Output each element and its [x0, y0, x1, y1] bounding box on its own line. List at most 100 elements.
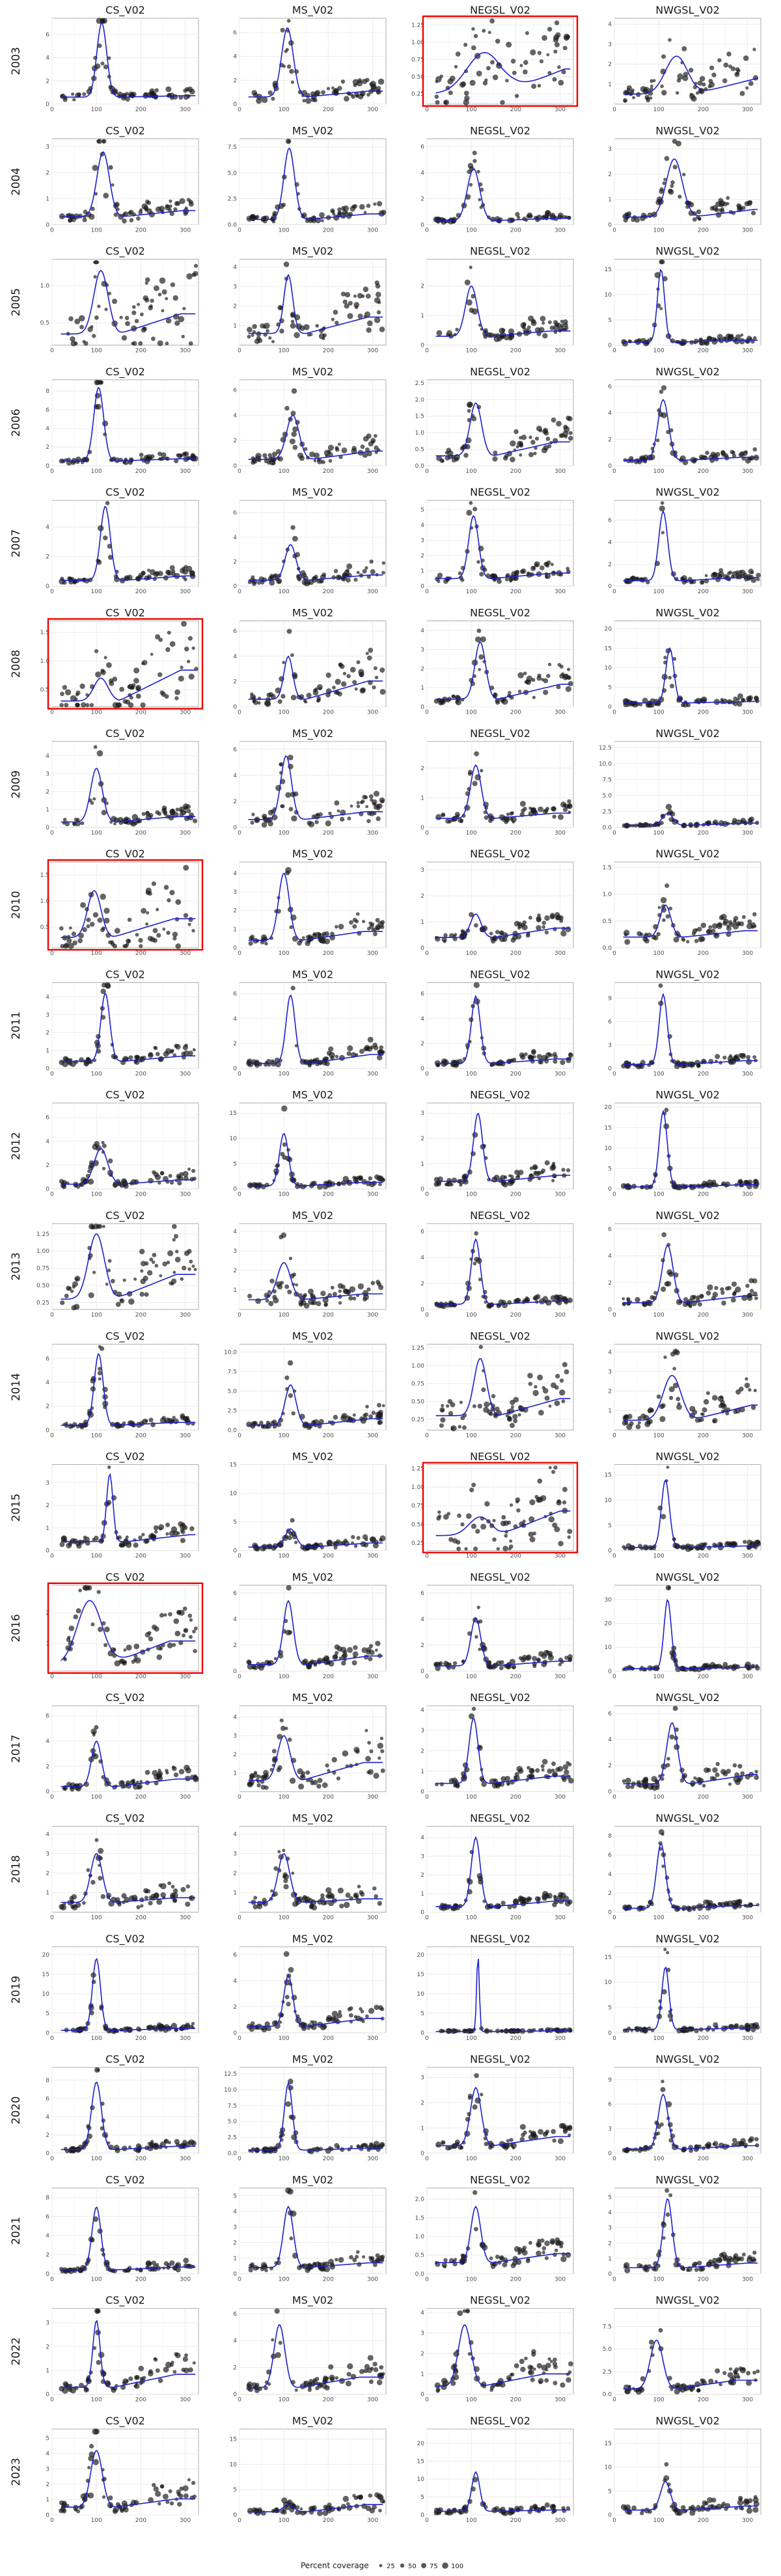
- data-point: [114, 928, 120, 934]
- data-point: [692, 217, 697, 222]
- data-point: [484, 78, 488, 82]
- x-tick-label: 0: [612, 227, 616, 234]
- data-point: [458, 571, 462, 576]
- y-tick-label: 15: [605, 1472, 612, 1479]
- panel-background: [51, 1343, 199, 1430]
- x-tick-label: 200: [323, 710, 334, 716]
- data-point: [665, 883, 670, 888]
- y-tick-label: 15: [605, 1125, 612, 1131]
- data-point: [68, 316, 74, 321]
- y-tick-label: 2.5: [228, 1408, 237, 1414]
- data-point: [98, 1377, 102, 1381]
- panel-title: MS_V02: [292, 727, 333, 740]
- data-point: [528, 315, 534, 322]
- data-point: [726, 202, 730, 206]
- data-point: [661, 54, 666, 59]
- data-point: [307, 581, 311, 585]
- data-point: [509, 1058, 514, 1062]
- data-point: [726, 196, 730, 200]
- y-tick-label: 0.75: [411, 1381, 424, 1388]
- data-point: [180, 1538, 185, 1544]
- data-point: [665, 1281, 672, 1287]
- data-point: [310, 91, 316, 97]
- data-point: [565, 926, 571, 933]
- y-tick-label: 6: [46, 407, 49, 414]
- panel-background: [239, 741, 387, 828]
- data-point: [362, 452, 368, 458]
- data-point: [741, 915, 746, 919]
- data-point: [335, 925, 338, 929]
- x-tick-label: 100: [466, 830, 477, 837]
- x-tick-label: 300: [555, 1192, 566, 1198]
- data-point: [370, 81, 376, 87]
- data-point: [742, 450, 748, 457]
- panel-title: CS_V02: [105, 1330, 145, 1343]
- y-tick-label: 1: [608, 81, 612, 88]
- y-tick-label: 2: [233, 799, 237, 805]
- data-point: [183, 211, 188, 216]
- data-point: [474, 636, 482, 643]
- y-tick-label: 6: [608, 518, 612, 524]
- x-tick-label: 100: [653, 1192, 665, 1198]
- data-point: [107, 1465, 111, 1469]
- x-tick-label: 200: [698, 468, 709, 475]
- data-point: [499, 936, 505, 943]
- data-point: [640, 86, 647, 92]
- x-tick-label: 0: [238, 1071, 241, 1077]
- y-tick-label: 2: [420, 553, 424, 559]
- y-tick-label: 6: [608, 384, 612, 390]
- data-point: [268, 336, 272, 340]
- x-tick-label: 200: [323, 1432, 334, 1439]
- data-point: [174, 1234, 178, 1239]
- x-tick-label: 100: [279, 348, 290, 355]
- data-point: [191, 929, 195, 933]
- data-point: [528, 806, 532, 810]
- y-tick-label: 2: [46, 444, 49, 451]
- x-tick-label: 200: [510, 710, 521, 716]
- data-point: [318, 687, 322, 691]
- y-tick-label: 2: [46, 1030, 49, 1036]
- panel-title: NEGSL_V02: [470, 1330, 530, 1343]
- data-point: [165, 342, 169, 345]
- data-point: [670, 684, 674, 689]
- data-point: [745, 457, 751, 464]
- data-point: [524, 218, 528, 222]
- data-point: [295, 1283, 298, 1287]
- data-point: [528, 451, 534, 457]
- data-point: [689, 68, 694, 73]
- y-tick-label: 5: [420, 507, 424, 513]
- data-point: [708, 79, 713, 84]
- data-point: [169, 1180, 174, 1185]
- data-point: [334, 800, 340, 806]
- x-tick-label: 0: [238, 950, 241, 957]
- panel-title: CS_V02: [105, 1571, 145, 1584]
- data-point: [656, 932, 661, 937]
- data-point: [82, 340, 86, 343]
- data-point: [371, 1410, 376, 1415]
- data-point: [650, 1295, 655, 1300]
- data-point: [359, 1049, 364, 1054]
- data-point: [711, 1182, 717, 1188]
- y-tick-label: 5.0: [228, 170, 238, 177]
- data-point: [623, 1414, 629, 1421]
- data-point: [172, 936, 177, 941]
- x-tick-label: 300: [180, 1192, 191, 1198]
- y-tick-label: 2: [420, 196, 424, 202]
- data-point: [272, 211, 278, 216]
- data-point: [730, 66, 736, 72]
- data-point: [362, 1290, 369, 1296]
- data-point: [74, 342, 78, 345]
- panel-title: NWGSL_V02: [655, 366, 720, 379]
- y-tick-label: 0.0: [603, 945, 612, 952]
- data-point: [361, 687, 366, 693]
- data-point: [356, 912, 360, 916]
- data-point: [750, 577, 757, 584]
- data-point: [474, 751, 479, 757]
- data-point: [169, 1049, 174, 1054]
- data-point: [368, 794, 374, 799]
- data-point: [523, 807, 527, 811]
- data-point: [135, 693, 141, 699]
- y-tick-label: 1.25: [411, 23, 424, 29]
